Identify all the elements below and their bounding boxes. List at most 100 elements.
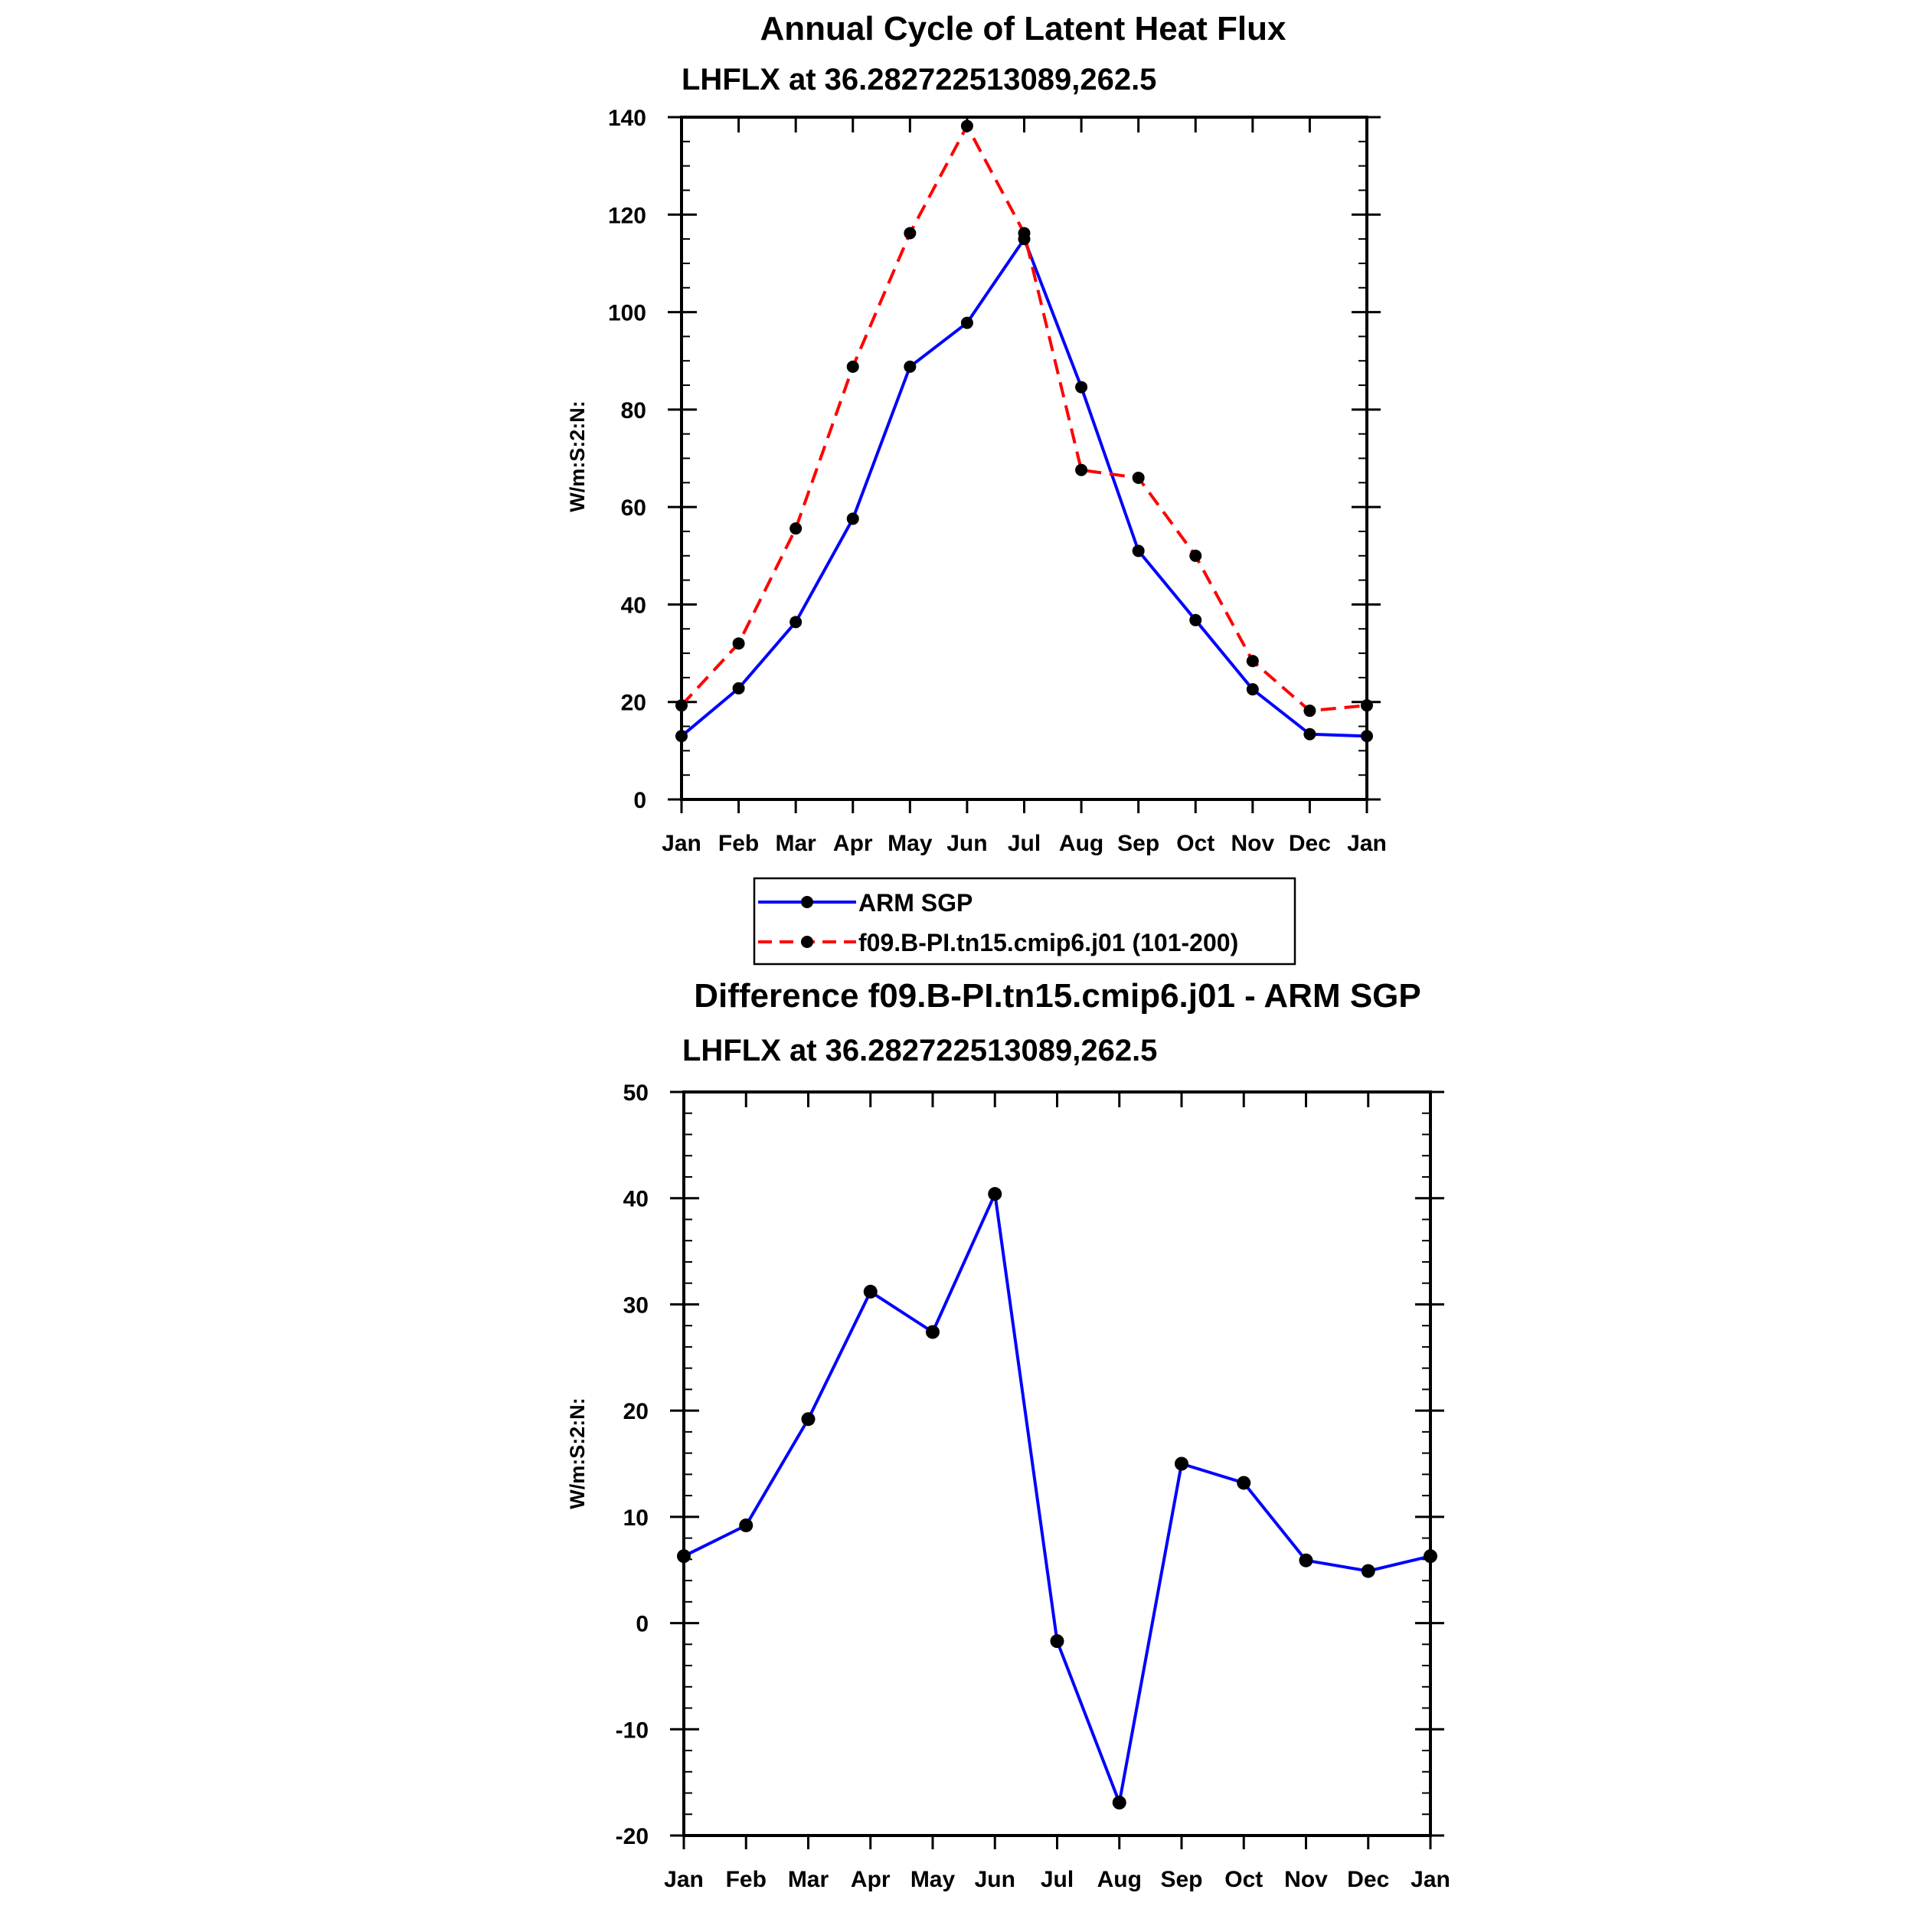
data-point (1361, 1564, 1375, 1578)
data-point (988, 1187, 1002, 1201)
data-point (1299, 1553, 1313, 1568)
annual-cycle-chart: Annual Cycle of Latent Heat Flux LHFLX a… (566, 10, 1387, 856)
data-point (789, 616, 803, 629)
y-tick-label: 40 (621, 593, 646, 618)
x-tick-label: Mar (788, 1867, 829, 1892)
difference-chart: Difference f09.B-PI.tn15.cmip6.j01 - ARM… (566, 977, 1450, 1892)
x-tick-label: Dec (1289, 831, 1331, 856)
data-point (675, 699, 688, 712)
y-tick-label: 0 (636, 1612, 649, 1637)
x-tick-label: Oct (1224, 1867, 1263, 1892)
data-point (960, 316, 973, 329)
legend-marker-arm-sgp (801, 896, 813, 908)
data-point (1075, 463, 1088, 476)
x-tick-label: Mar (775, 831, 816, 856)
axis-ticks (668, 116, 1381, 813)
x-tick-label: Aug (1059, 831, 1103, 856)
data-point (926, 1325, 940, 1339)
y-tick-labels: 0 20 40 60 80 100 120 140 (608, 106, 646, 813)
data-point (863, 1284, 878, 1299)
y-tick-label: 60 (621, 495, 646, 521)
legend-entry-arm-sgp: ARM SGP (758, 889, 973, 917)
series-line (680, 124, 1368, 713)
series-line (680, 237, 1368, 738)
legend-marker-model (801, 936, 813, 948)
data-point (1361, 730, 1373, 743)
data-point (1246, 655, 1259, 668)
y-tick-label: 10 (623, 1505, 649, 1531)
data-point (1246, 683, 1259, 696)
y-tick-label: -10 (616, 1718, 649, 1743)
x-tick-label: Nov (1231, 831, 1274, 856)
legend-label-arm-sgp: ARM SGP (858, 889, 973, 917)
legend-entry-model: f09.B-PI.tn15.cmip6.j01 (101-200) (758, 929, 1238, 956)
y-tick-label: 0 (633, 788, 646, 813)
y-tick-label: 20 (623, 1399, 649, 1424)
data-point (732, 682, 745, 695)
y-tick-label: 30 (623, 1293, 649, 1318)
legend: ARM SGP f09.B-PI.tn15.cmip6.j01 (101-200… (753, 877, 1296, 966)
x-tick-labels: Jan Feb Mar Apr May Jun Jul Aug Sep Oct Nov Dec Jan (662, 831, 1387, 856)
data-point (846, 360, 859, 373)
data-point (1075, 381, 1088, 394)
y-tick-label: 20 (621, 691, 646, 716)
y-tick-label: 40 (623, 1187, 649, 1212)
data-point (789, 522, 803, 535)
data-point (1424, 1549, 1437, 1564)
data-point (1132, 544, 1145, 557)
data-point (904, 227, 917, 240)
data-point (960, 119, 973, 132)
data-point (1237, 1476, 1251, 1490)
chart-subtitle: LHFLX at 36.282722513089,262.5 (682, 63, 1156, 96)
x-tick-label: Aug (1097, 1867, 1142, 1892)
y-axis-label: W/m:S:2:N: (566, 1398, 589, 1509)
x-tick-label: Feb (718, 831, 759, 856)
x-tick-label: Jun (975, 1867, 1015, 1892)
x-tick-label: Oct (1176, 831, 1214, 856)
y-tick-label: 80 (621, 398, 646, 423)
data-point (904, 360, 917, 373)
x-tick-label: Jun (946, 831, 987, 856)
data-point (1361, 699, 1373, 712)
data-point (1189, 613, 1202, 626)
y-tick-label: 100 (608, 301, 646, 326)
y-axis-label: W/m:S:2:N: (566, 400, 589, 512)
data-point (739, 1518, 754, 1532)
series-line (683, 1192, 1431, 1804)
x-tick-label: Apr (851, 1867, 891, 1892)
legend-box (753, 877, 1296, 966)
series-lines (683, 1192, 1431, 1804)
x-tick-label: Sep (1117, 831, 1159, 856)
x-tick-label: Nov (1284, 1867, 1328, 1892)
data-point (675, 730, 688, 743)
x-tick-label: May (888, 831, 933, 856)
data-point (1189, 549, 1202, 562)
series-lines (680, 124, 1368, 738)
x-tick-label: May (910, 1867, 956, 1892)
x-tick-labels: Jan Feb Mar Apr May Jun Jul Aug Sep Oct Nov Dec Jan (664, 1867, 1450, 1892)
series-points (675, 119, 1373, 743)
data-point (1112, 1795, 1126, 1809)
data-point (1303, 704, 1316, 718)
chart-subtitle: LHFLX at 36.282722513089,262.5 (682, 1034, 1157, 1067)
x-tick-label: Jul (1008, 831, 1041, 856)
data-point (1132, 471, 1145, 484)
x-tick-label: Jan (664, 1867, 704, 1892)
y-tick-label: 50 (623, 1080, 649, 1106)
plot-frame (682, 1090, 1432, 1837)
x-tick-label: Sep (1160, 1867, 1202, 1892)
x-tick-label: Feb (726, 1867, 767, 1892)
data-point (1018, 227, 1031, 240)
axis-ticks (670, 1090, 1444, 1849)
x-tick-label: Jan (1411, 1867, 1450, 1892)
legend-label-model: f09.B-PI.tn15.cmip6.j01 (101-200) (858, 929, 1238, 956)
y-tick-label: 120 (608, 203, 646, 228)
x-tick-label: Jan (662, 831, 701, 856)
x-tick-label: Jul (1041, 1867, 1074, 1892)
series-points (677, 1187, 1437, 1809)
y-tick-label: -20 (616, 1824, 649, 1849)
data-point (801, 1412, 816, 1427)
data-point (732, 637, 745, 650)
y-tick-labels: -20 -10 0 10 20 30 40 50 (616, 1080, 649, 1849)
